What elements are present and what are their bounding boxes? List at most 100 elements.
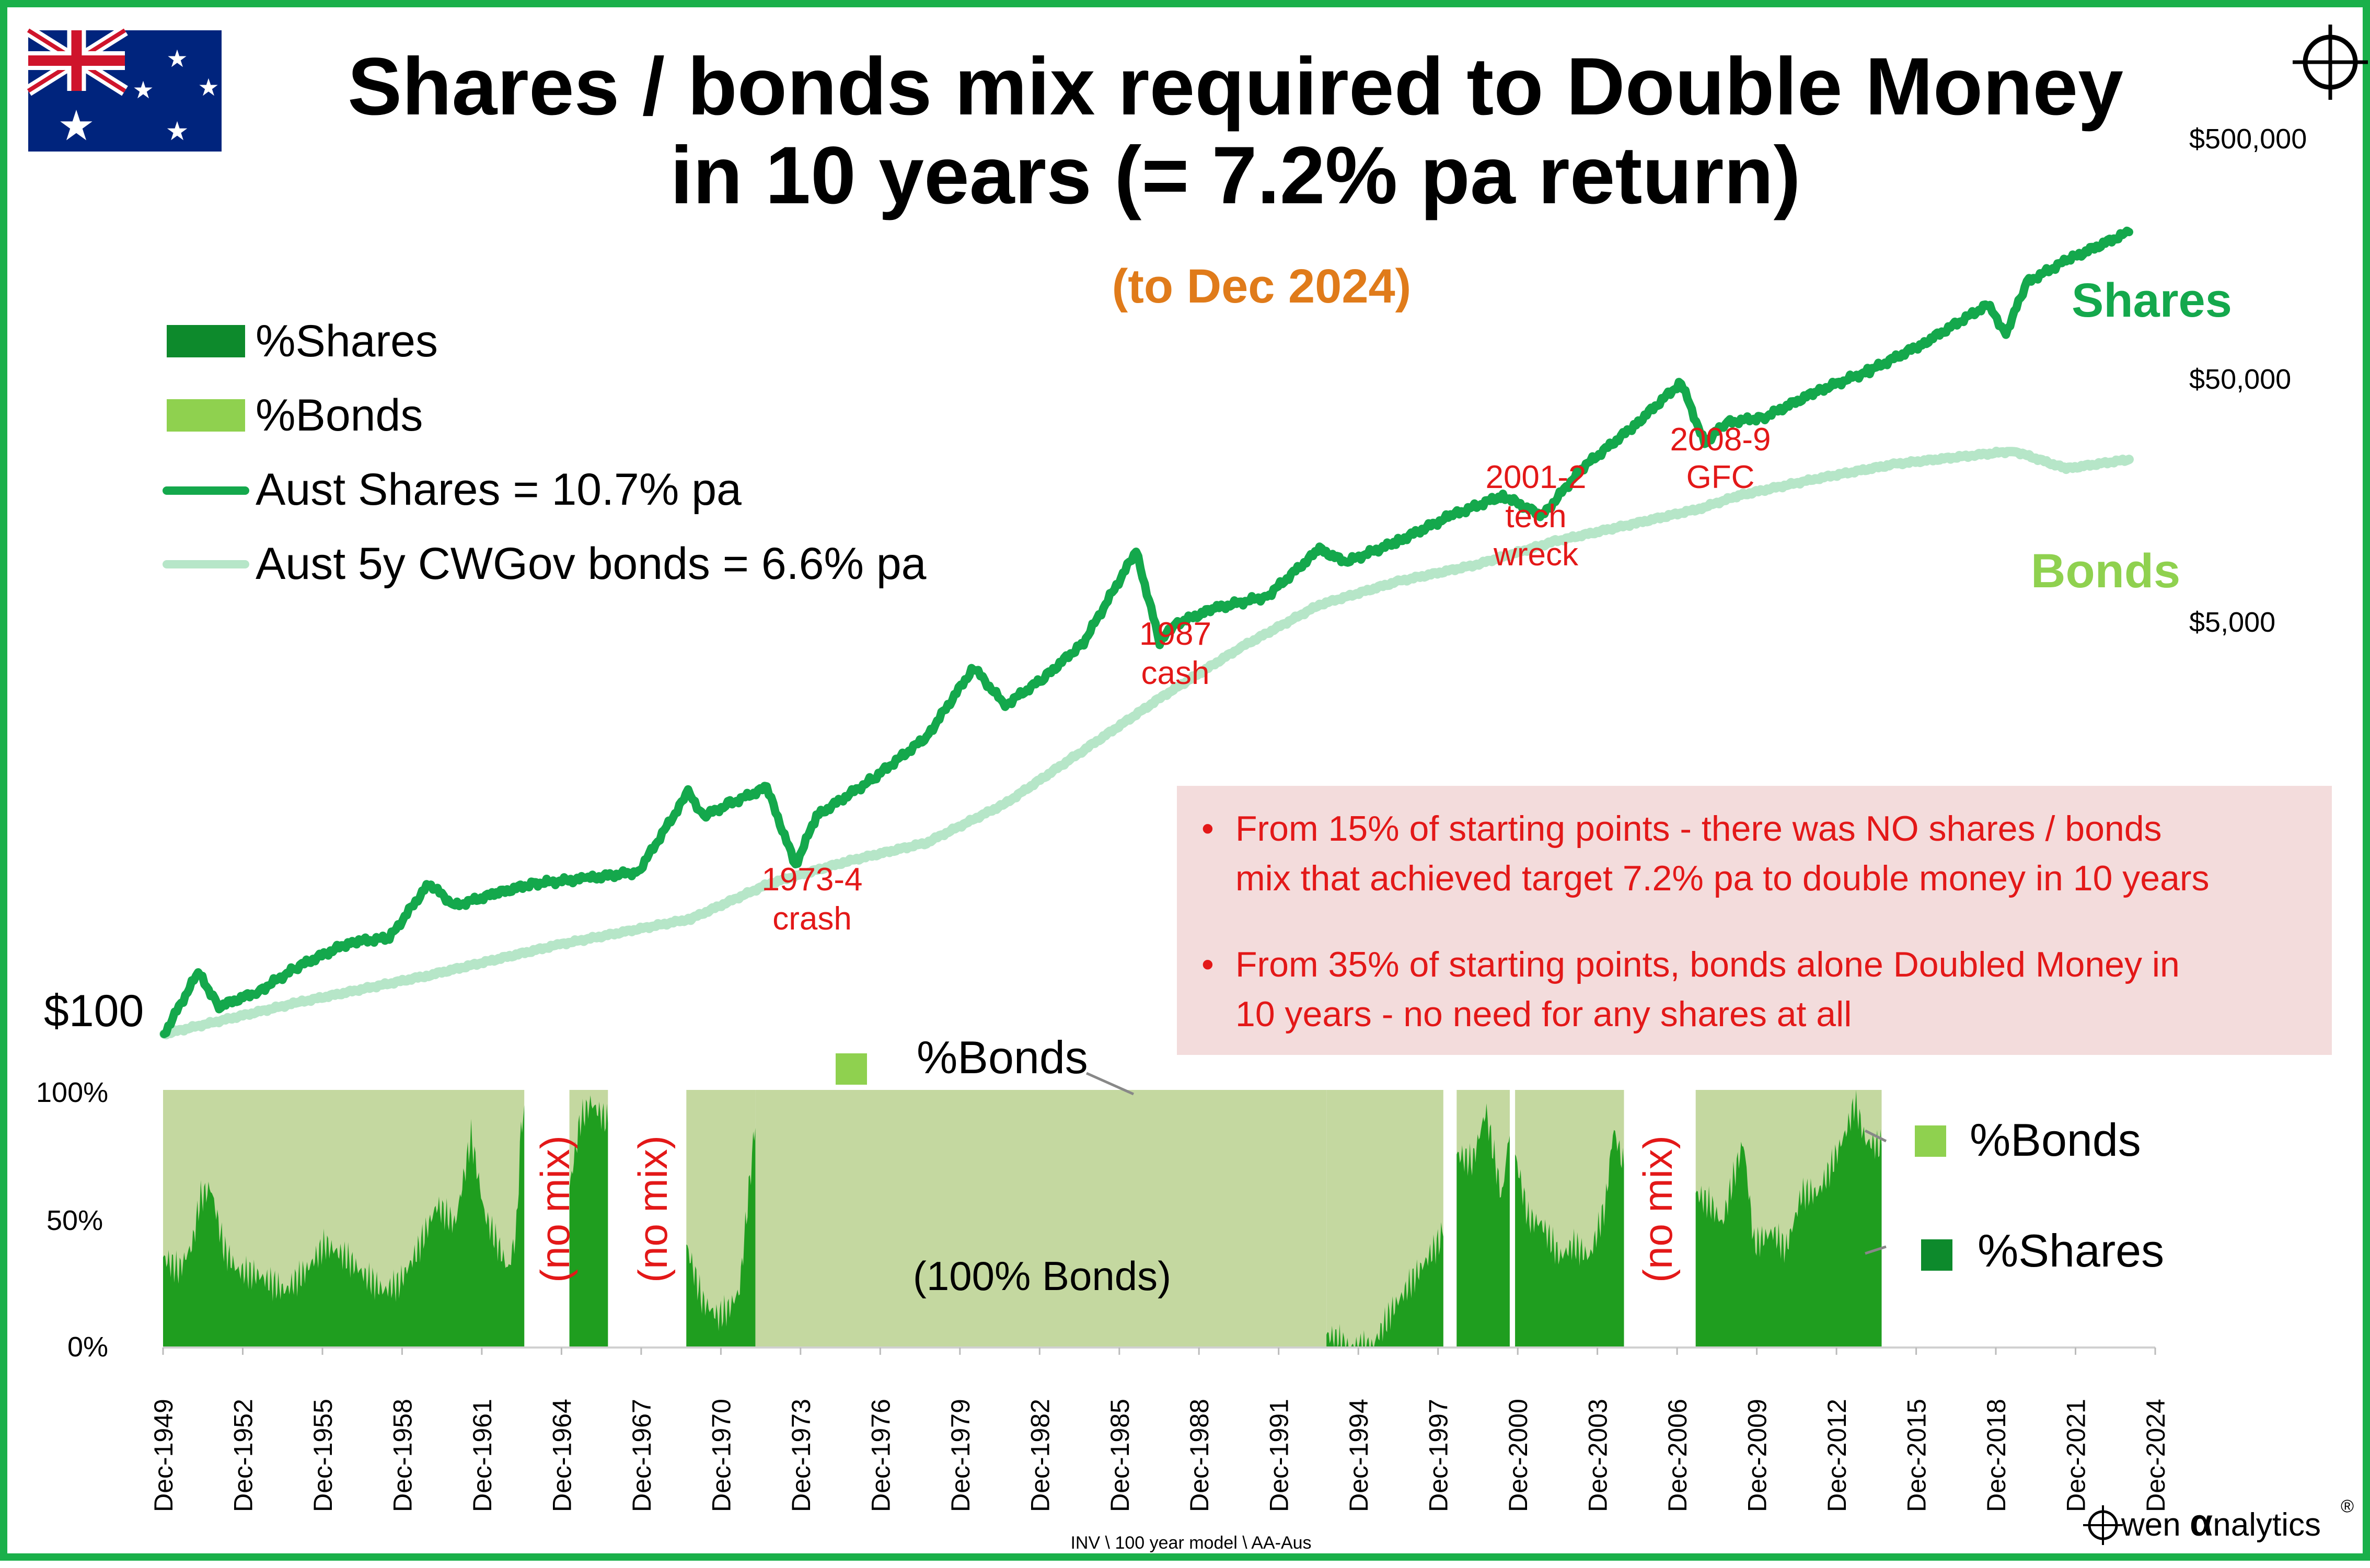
annotation-1987-cash: 1987 cash [1139,616,1211,691]
brand-crosshair-icon [2083,1505,2123,1545]
note-2-line2: 10 years - no need for any shares at all [1235,994,1852,1034]
note-1-line1: From 15% of starting points - there was … [1235,809,2162,849]
annotation-2001-line2: tech [1505,498,1566,535]
note-2-line1: From 35% of starting points, bonds alone… [1235,945,2180,984]
chart-title-line1: Shares / bonds mix required to Double Mo… [348,41,2123,132]
series-label-bonds: Bonds [2031,544,2180,598]
chart-subtitle: (to Dec 2024) [1112,260,1412,313]
legend-swatch-bonds [167,399,245,432]
annotation-1973-crash: 1973-4 crash [761,862,862,937]
shares-region-2 [686,1128,756,1348]
legend-label-shares: %Shares [256,316,438,366]
right-axis-label-50000: $50,000 [2189,364,2291,395]
x-tick-dec-2021: Dec-2021 [2062,1399,2091,1512]
annotation-2001-line3: wreck [1493,537,1579,573]
annotation-1987-line1: 1987 [1139,616,1211,652]
x-tick-dec-2018: Dec-2018 [1982,1399,2011,1512]
y-tick-0: 0% [67,1331,108,1363]
bonds-region-3 [755,1090,1327,1348]
annotation-1987-line2: cash [1141,655,1210,691]
brand-suffix: nalytics [2213,1507,2321,1543]
annotation-1973-line1: 1973-4 [761,862,862,898]
annotation-1973-line2: crash [772,901,852,937]
svg-text:★: ★ [198,74,219,101]
bottom-legend: %Bonds %Shares [1864,1114,2164,1276]
svg-text:★: ★ [166,117,189,146]
source-label: INV \ 100 year model \ AA-Aus [1070,1533,1311,1553]
legend: %Shares %Bonds Aust Shares = 10.7% pa Au… [163,316,927,589]
note-1-line2: mix that achieved target 7.2% pa to doub… [1235,858,2210,898]
annotation-2001-line1: 2001-2 [1485,459,1586,495]
brand-logo: wen αnalytics ® [2083,1496,2354,1545]
x-tick-dec-2009: Dec-2009 [1743,1399,1772,1512]
x-tick-dec-2024: Dec-2024 [2141,1399,2170,1512]
bottom-legend-label-shares: %Shares [1978,1225,2164,1276]
annotation-2008-line2: GFC [1686,459,1755,495]
x-tick-dec-1988: Dec-1988 [1185,1399,1214,1512]
x-tick-dec-1991: Dec-1991 [1265,1399,1294,1512]
annotation-2001-tech-wreck: 2001-2 tech wreck [1485,459,1586,573]
x-tick-dec-1964: Dec-1964 [547,1399,576,1512]
chart-title-line2: in 10 years (= 7.2% pa return) [670,130,1800,221]
allocation-area-chart [163,1090,2155,1349]
no-mix-label-1964: (no mix) [532,1135,578,1283]
shares-region-4 [1326,1222,1443,1348]
no-mix-label-1967: (no mix) [630,1135,676,1283]
svg-text:wen αnalytics: wen αnalytics [2121,1502,2321,1544]
shares-region-7 [1695,1090,1882,1348]
brand-reg: ® [2341,1496,2354,1516]
x-tick-dec-1955: Dec-1955 [308,1399,338,1512]
notes-box: • From 15% of starting points - there wa… [1177,786,2332,1055]
shares-region-1 [569,1095,608,1348]
x-tick-dec-1979: Dec-1979 [946,1399,975,1512]
x-tick-dec-1970: Dec-1970 [707,1399,736,1512]
bottom-legend-swatch-bonds [1915,1125,1946,1157]
x-tick-dec-1994: Dec-1994 [1344,1399,1373,1512]
y-tick-100: 100% [36,1077,108,1108]
shares-region-0 [163,1105,525,1348]
svg-text:★: ★ [57,102,95,149]
series-label-shares: Shares [2072,274,2232,327]
shares-region-6 [1515,1130,1624,1348]
annotation-2008-gfc: 2008-9 GFC [1670,422,1771,495]
x-tick-dec-1976: Dec-1976 [866,1399,895,1512]
x-tick-dec-2003: Dec-2003 [1583,1399,1613,1512]
svg-text:★: ★ [132,76,154,103]
bonds-callout: %Bonds [836,1031,1135,1096]
right-axis-label-500000: $500,000 [2189,123,2307,155]
brand-alpha: α [2190,1502,2213,1544]
no-mix-label-2006: (no mix) [1635,1135,1681,1283]
x-tick-dec-2015: Dec-2015 [1902,1399,1932,1512]
x-tick-dec-1982: Dec-1982 [1025,1399,1055,1512]
australia-flag-icon: ★ ★ ★ ★ ★ [25,25,222,152]
note-bullet-2: • [1201,945,1214,984]
x-tick-dec-1961: Dec-1961 [468,1399,497,1512]
x-tick-dec-1949: Dec-1949 [149,1399,178,1512]
x-tick-dec-1958: Dec-1958 [388,1399,417,1512]
x-tick-dec-1967: Dec-1967 [627,1399,656,1512]
bonds-only-label: (100% Bonds) [913,1253,1171,1299]
legend-swatch-shares [167,325,245,357]
x-tick-dec-1985: Dec-1985 [1105,1399,1135,1512]
x-tick-dec-1997: Dec-1997 [1424,1399,1453,1512]
x-axis-ticks: Dec-1949 Dec-1952 Dec-1955 Dec-1958 Dec-1961… [149,1348,2170,1512]
line-chart [159,226,2134,1040]
shares-line [160,226,2133,1038]
bottom-legend-swatch-shares [1921,1239,1952,1271]
right-axis-label-5000: $5,000 [2189,607,2275,638]
shares-region-5 [1456,1103,1510,1348]
crosshair-icon [2293,25,2368,100]
bonds-callout-label: %Bonds [917,1031,1088,1083]
x-tick-dec-2012: Dec-2012 [1822,1399,1852,1512]
legend-label-bonds: %Bonds [256,390,423,440]
start-value-label: $100 [44,986,144,1036]
brand-prefix: wen [2121,1507,2190,1543]
note-bullet-1: • [1201,809,1214,849]
x-tick-dec-1952: Dec-1952 [229,1399,258,1512]
legend-label-aust-shares: Aust Shares = 10.7% pa [256,464,742,515]
bonds-line [159,446,2134,1040]
annotation-2008-line1: 2008-9 [1670,422,1771,458]
x-tick-dec-2000: Dec-2000 [1504,1399,1533,1512]
svg-text:★: ★ [166,45,188,72]
